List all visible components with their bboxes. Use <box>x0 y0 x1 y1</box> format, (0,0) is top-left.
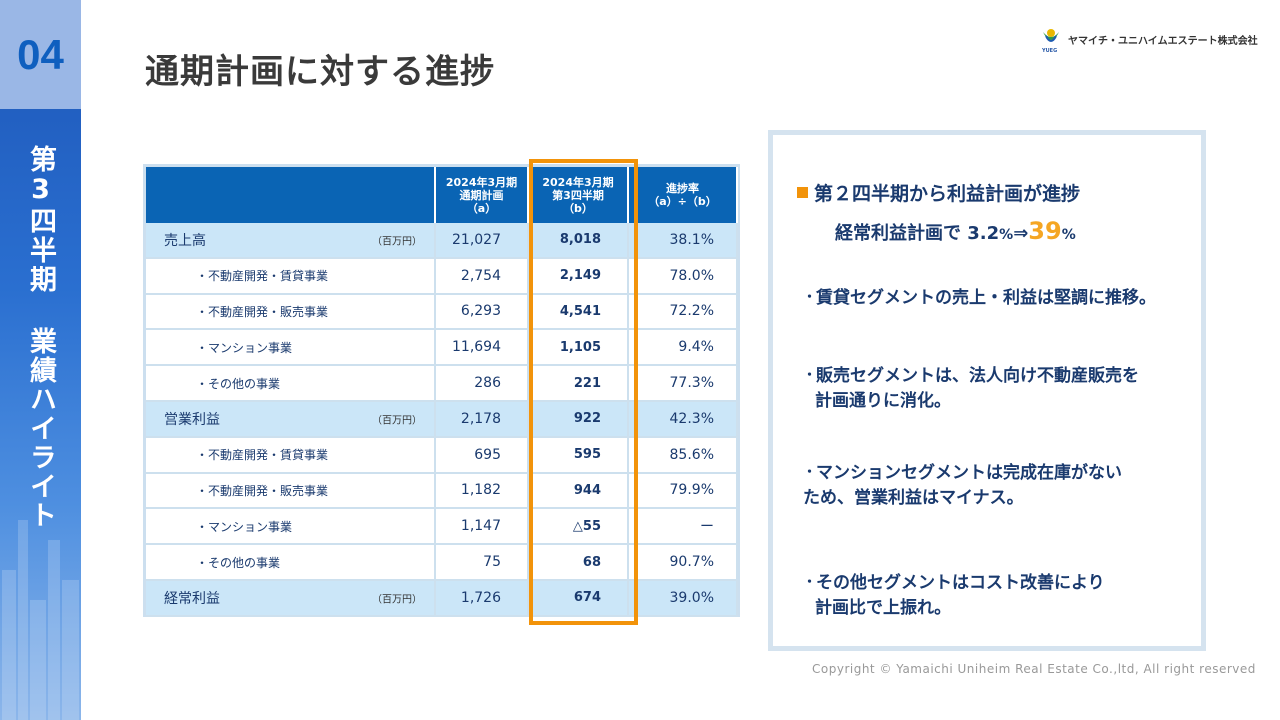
table-row: ・不動産開発・販売事業 1,182 944 79.9% <box>146 472 738 510</box>
q3-value: 595 <box>528 436 629 474</box>
summary-heading: 第２四半期から利益計画が進捗 <box>797 179 1080 206</box>
progress-rate: 42.3% <box>628 400 738 438</box>
unit-label: （百万円） <box>372 415 422 427</box>
row-label: ・不動産開発・販売事業 <box>146 293 436 331</box>
summary-subheading: 経常利益計画で 3.2%⇒39% <box>835 217 1076 245</box>
company-logo: YUEG ヤマイチ・ユニハイムエステート株式会社 <box>1040 26 1258 54</box>
unit-label: （百万円） <box>372 594 422 606</box>
q3-value: 674 <box>528 579 629 617</box>
progress-rate: 72.2% <box>628 293 738 331</box>
table-row: ・マンション事業 1,147 △55 ー <box>146 508 738 546</box>
row-label: ・その他の事業 <box>146 544 436 581</box>
summary-bullet: ・マンションセグメントは完成在庫がない ため、営業利益はマイナス。 <box>803 463 1123 508</box>
progress-rate: 90.7% <box>628 544 738 581</box>
plan-value: 695 <box>435 436 529 474</box>
table-row: ・その他の事業 75 68 90.7% <box>146 544 738 581</box>
unit-label: （百万円） <box>372 236 422 248</box>
row-label: 営業利益 （百万円） <box>146 400 436 438</box>
section-number: 04 <box>0 0 81 109</box>
city-decoration <box>0 470 81 720</box>
row-label: ・不動産開発・賃貸事業 <box>146 436 436 474</box>
header-q3: 2024年3月期 第3四半期 （b） <box>528 167 629 223</box>
progress-rate: 77.3% <box>628 365 738 402</box>
progress-rate: 79.9% <box>628 472 738 510</box>
table-row: 営業利益 （百万円） 2,178 922 42.3% <box>146 400 738 438</box>
plan-value: 6,293 <box>435 293 529 331</box>
q3-value: 4,541 <box>528 293 629 331</box>
plan-value: 1,726 <box>435 579 529 617</box>
row-label: 経常利益 （百万円） <box>146 579 436 617</box>
logo-icon: YUEG <box>1040 26 1062 54</box>
table-row: ・その他の事業 286 221 77.3% <box>146 365 738 402</box>
plan-value: 75 <box>435 544 529 581</box>
progress-rate: ー <box>628 508 738 546</box>
section-title: 第3四半期 業績ハイライト <box>25 145 56 530</box>
summary-bullet: ・賃貸セグメントの売上・利益は堅調に推移。 <box>803 288 1157 308</box>
table-row: ・マンション事業 11,694 1,105 9.4% <box>146 329 738 367</box>
bullet-dot-icon: ・ <box>803 290 817 305</box>
progress-rate: 85.6% <box>628 436 738 474</box>
table-row: ・不動産開発・賃貸事業 695 595 85.6% <box>146 436 738 474</box>
table-row: ・不動産開発・販売事業 6,293 4,541 72.2% <box>146 293 738 331</box>
progress-table-frame: 2024年3月期 通期計画 （a） 2024年3月期 第3四半期 （b） 進捗率 （a）÷… <box>143 164 740 617</box>
header-plan: 2024年3月期 通期計画 （a） <box>435 167 529 223</box>
row-label: ・その他の事業 <box>146 365 436 402</box>
bullet-dot-icon: ・ <box>803 575 817 590</box>
q3-value: 68 <box>528 544 629 581</box>
plan-value: 1,182 <box>435 472 529 510</box>
bullet-dot-icon: ・ <box>803 368 817 383</box>
q3-value: 1,105 <box>528 329 629 367</box>
q3-value: 944 <box>528 472 629 510</box>
page-title: 通期計画に対する進捗 <box>145 52 495 92</box>
q3-value: 2,149 <box>528 257 629 295</box>
q3-value: 221 <box>528 365 629 402</box>
q3-value: 8,018 <box>528 223 629 259</box>
copyright: Copyright © Yamaichi Uniheim Real Estate… <box>812 662 1256 676</box>
company-name: ヤマイチ・ユニハイムエステート株式会社 <box>1068 35 1258 47</box>
plan-value: 21,027 <box>435 223 529 259</box>
plan-value: 11,694 <box>435 329 529 367</box>
table-header-row: 2024年3月期 通期計画 （a） 2024年3月期 第3四半期 （b） 進捗率 （a）÷… <box>146 167 738 223</box>
table-row: 売上高 （百万円） 21,027 8,018 38.1% <box>146 223 738 259</box>
table-row: ・不動産開発・賃貸事業 2,754 2,149 78.0% <box>146 257 738 295</box>
header-label <box>146 167 436 223</box>
plan-value: 2,178 <box>435 400 529 438</box>
progress-rate: 38.1% <box>628 223 738 259</box>
bullet-dot-icon: ・ <box>803 465 817 480</box>
row-label: ・マンション事業 <box>146 329 436 367</box>
q3-value: 922 <box>528 400 629 438</box>
progress-rate: 9.4% <box>628 329 738 367</box>
progress-rate: 78.0% <box>628 257 738 295</box>
plan-value: 286 <box>435 365 529 402</box>
square-bullet-icon <box>797 187 808 198</box>
row-label: ・不動産開発・賃貸事業 <box>146 257 436 295</box>
row-label: ・マンション事業 <box>146 508 436 546</box>
plan-value: 1,147 <box>435 508 529 546</box>
summary-bullet: ・その他セグメントはコスト改善により 計画比で上振れ。 <box>803 573 1105 618</box>
plan-value: 2,754 <box>435 257 529 295</box>
q3-value: △55 <box>528 508 629 546</box>
progress-rate: 39.0% <box>628 579 738 617</box>
row-label: ・不動産開発・販売事業 <box>146 472 436 510</box>
summary-box: 第２四半期から利益計画が進捗 経常利益計画で 3.2%⇒39% ・賃貸セグメント… <box>768 130 1206 651</box>
summary-bullet: ・販売セグメントは、法人向け不動産販売を 計画通りに消化。 <box>803 366 1140 411</box>
progress-table: 2024年3月期 通期計画 （a） 2024年3月期 第3四半期 （b） 進捗率 （a）÷… <box>146 167 738 617</box>
table-row: 経常利益 （百万円） 1,726 674 39.0% <box>146 579 738 617</box>
sidebar: 04 第3四半期 業績ハイライト <box>0 0 81 720</box>
header-rate: 進捗率 （a）÷（b） <box>628 167 738 223</box>
row-label: 売上高 （百万円） <box>146 223 436 259</box>
